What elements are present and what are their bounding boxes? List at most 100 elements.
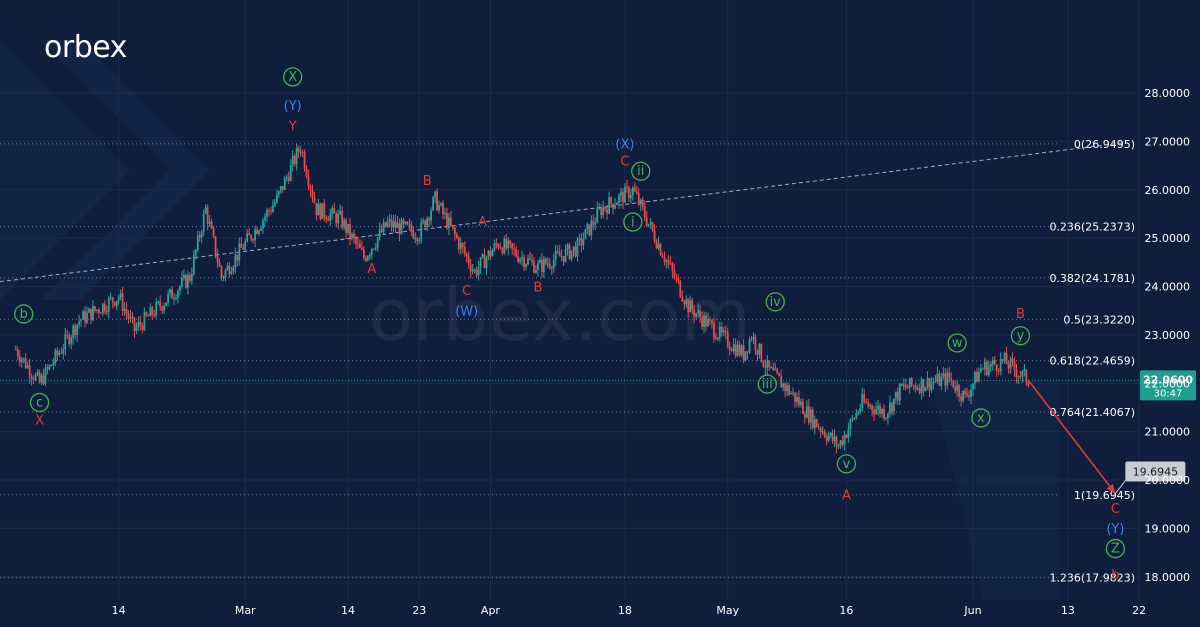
candle-body	[1009, 358, 1012, 369]
candle-body	[558, 252, 561, 257]
y-tick-label: 19.0000	[1145, 522, 1191, 535]
wave-label: (Y)	[1106, 522, 1124, 537]
candle-body	[438, 205, 440, 211]
candle-body	[224, 270, 227, 278]
candle-body	[303, 152, 306, 169]
candle-body	[380, 229, 383, 233]
candle-body	[428, 218, 431, 221]
candle-body	[606, 208, 609, 214]
candle-body	[586, 224, 589, 229]
candle-body	[1013, 361, 1016, 371]
candle-body	[495, 243, 498, 245]
candle-body	[347, 224, 349, 233]
candle-body	[989, 364, 992, 367]
candle-body	[434, 191, 436, 198]
wave-label-circle	[623, 212, 643, 232]
candle-body	[661, 254, 664, 258]
y-tick-label: 28.0000	[1145, 87, 1191, 100]
candle-body	[46, 367, 49, 369]
candle-body	[503, 238, 506, 254]
candle-body	[177, 290, 179, 299]
candle-body	[188, 274, 191, 281]
wave-label: v	[843, 457, 851, 472]
candle-body	[210, 221, 213, 229]
candle-body	[774, 368, 777, 371]
x-tick-label: 16	[839, 604, 853, 617]
candle-body	[404, 221, 407, 224]
candle-body	[677, 277, 680, 281]
candle-body	[709, 319, 711, 321]
candle-body	[942, 373, 945, 377]
candle-body	[242, 247, 245, 250]
candle-body	[88, 308, 90, 313]
candle-body	[962, 390, 964, 401]
candle-body	[523, 257, 525, 268]
x-tick-label: 18	[618, 604, 632, 617]
candle-body	[507, 240, 510, 249]
candle-body	[995, 364, 998, 371]
candle-body	[546, 263, 549, 265]
candle-body	[509, 240, 512, 244]
candle-body	[252, 239, 255, 241]
candle-body	[84, 311, 86, 323]
candle-body	[422, 220, 425, 223]
candle-body	[572, 246, 575, 251]
candle-body	[228, 265, 231, 275]
candle-body	[849, 419, 852, 430]
time-axis-background	[0, 600, 1140, 627]
wave-label: iii	[762, 377, 773, 392]
candle-body	[30, 376, 33, 379]
candle-body	[535, 270, 537, 273]
candle-body	[991, 360, 994, 365]
candle-body	[453, 227, 456, 235]
wave-label: C	[620, 155, 629, 170]
candle-body	[103, 303, 106, 312]
candle-body	[101, 303, 104, 314]
candle-body	[260, 228, 262, 231]
candle-body	[1003, 353, 1006, 361]
wave-label-circle	[757, 374, 777, 394]
candle-body	[337, 213, 340, 224]
projection-arrow-line	[1027, 379, 1117, 495]
candle-body	[244, 241, 247, 250]
x-tick-label: 22	[1132, 604, 1146, 617]
candle-body	[331, 207, 334, 214]
candle-body	[287, 177, 290, 182]
candle-body	[34, 374, 37, 381]
candle-body	[624, 186, 626, 203]
candle-body	[855, 413, 858, 419]
candle-body	[505, 238, 508, 249]
fib-levels: 0(26.9495) 0.236(25.2373) 0.382(24.1781) 0.…	[0, 138, 1135, 585]
candle-body	[426, 218, 429, 227]
target-badge	[1125, 461, 1186, 482]
candle-body	[469, 264, 472, 272]
candle-body	[974, 372, 976, 384]
candle-body	[20, 359, 23, 363]
candle-body	[594, 222, 597, 225]
candle-body	[985, 362, 988, 375]
wave-label-circle	[14, 304, 34, 324]
candle-body	[392, 221, 395, 228]
candle-body	[772, 367, 775, 371]
candle-body	[938, 373, 941, 386]
candle-body	[796, 397, 798, 402]
candle-body	[610, 197, 612, 204]
candle-body	[760, 343, 763, 362]
candle-body	[598, 208, 601, 210]
candle-body	[273, 202, 276, 206]
candle-body	[1007, 364, 1010, 369]
wave-label: (Y)	[284, 99, 302, 114]
candle-body	[38, 372, 41, 383]
candle-body	[691, 300, 694, 310]
candle-body	[873, 410, 876, 414]
current-price-value: 22.0600	[1143, 373, 1193, 386]
candle-body	[742, 345, 745, 361]
candle-body	[964, 390, 966, 394]
wave-label: y	[1017, 329, 1025, 344]
candle-body	[50, 364, 53, 366]
watermark: orbex.com	[369, 273, 751, 357]
candle-body	[875, 409, 877, 414]
candle-body	[412, 231, 415, 239]
candle-body	[147, 315, 150, 317]
